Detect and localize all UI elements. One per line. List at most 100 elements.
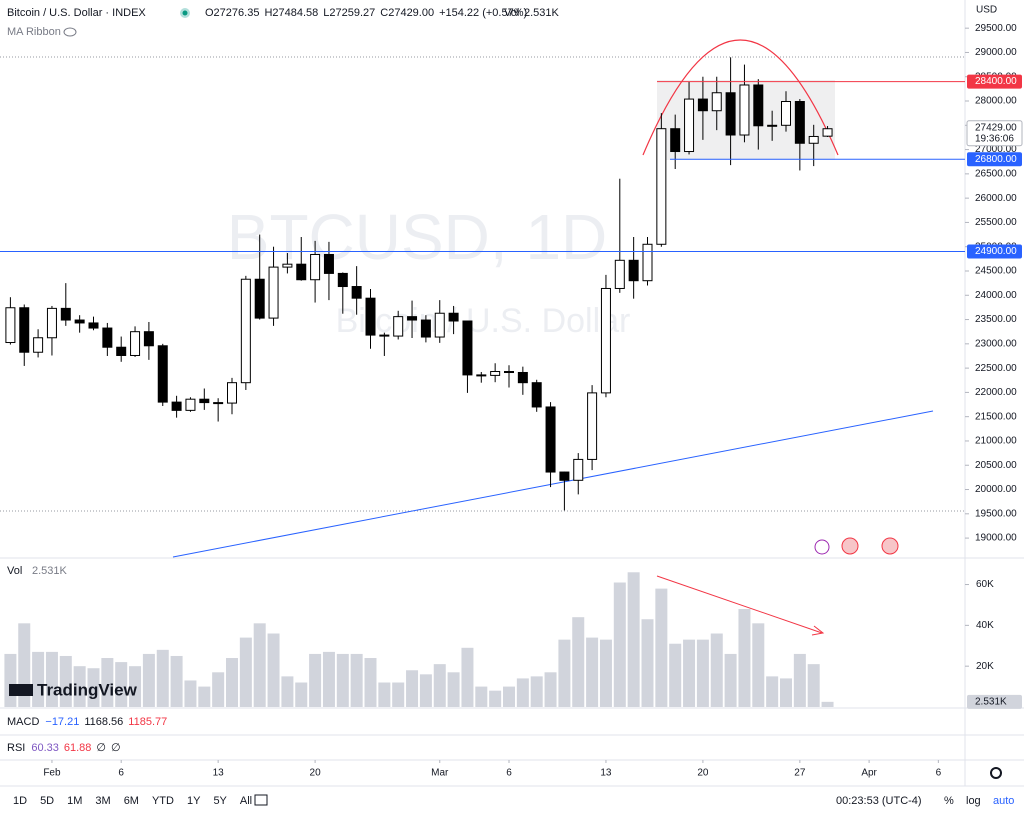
- candle-body: [102, 327, 113, 348]
- volume-bar: [419, 674, 432, 707]
- y-tick-label: 24500.00: [975, 266, 1017, 277]
- volume-bar: [156, 649, 169, 707]
- candle-body: [448, 312, 459, 322]
- toolbar: 1D 5D 1M 3M 6M YTD 1Y 5Y All 00:23:53 (UTC-4)% log…: [13, 795, 1014, 807]
- currency[interactable]: USD: [976, 5, 997, 16]
- y-tick-label: 25500.00: [975, 217, 1017, 228]
- indicator-value: 61.88: [64, 742, 92, 754]
- candle-body: [227, 382, 237, 404]
- volume-bar: [461, 647, 474, 707]
- watermark-symbol: BTCUSD, 1D: [227, 201, 608, 273]
- candle-body: [587, 392, 598, 460]
- candle-body: [670, 128, 681, 153]
- candle-body: [725, 92, 736, 136]
- date-range-icon[interactable]: [254, 794, 268, 806]
- volume: [4, 572, 834, 707]
- candle-body: [767, 124, 778, 127]
- last-price-bg: [966, 120, 1023, 147]
- indicator-value: 1168.56: [84, 716, 123, 728]
- volume-bar: [821, 701, 834, 707]
- last-price-label: 27429.00: [975, 122, 1017, 133]
- volume-bar: [309, 653, 322, 707]
- level-label-bg: [967, 244, 1022, 259]
- volume-bar: [475, 686, 488, 707]
- range-button[interactable]: 3M: [95, 795, 110, 807]
- brand: TradingView: [37, 680, 138, 699]
- y-tick-label: 24000.00: [975, 290, 1017, 301]
- y-tick-label: 20K: [976, 661, 994, 672]
- volume-bar: [226, 658, 238, 707]
- volume-bar: [142, 653, 155, 707]
- ohlc-value: H27484.58: [264, 7, 318, 19]
- scale-option[interactable]: auto: [993, 795, 1014, 807]
- range-button[interactable]: 1Y: [187, 795, 201, 807]
- candles: [5, 57, 833, 511]
- range-button[interactable]: All: [240, 795, 252, 807]
- candle-body: [365, 297, 376, 336]
- candle-body: [517, 371, 528, 384]
- candle-body: [684, 98, 695, 153]
- vol-label: Vol: [504, 7, 519, 19]
- candle-body: [697, 98, 708, 112]
- indicator-label[interactable]: MA Ribbon: [7, 26, 61, 38]
- candle-body: [60, 307, 71, 321]
- volume-bar: [447, 672, 460, 707]
- candle-body: [157, 345, 168, 403]
- candle-body: [573, 458, 584, 481]
- volume-bar: [696, 639, 709, 707]
- range-button[interactable]: 6M: [124, 795, 139, 807]
- visibility-icon[interactable]: [63, 27, 77, 37]
- x-tick-label: 13: [600, 768, 612, 779]
- range-button[interactable]: 5D: [40, 795, 54, 807]
- range-button[interactable]: YTD: [152, 795, 174, 807]
- range-button[interactable]: 1D: [13, 795, 27, 807]
- event-icon[interactable]: [841, 537, 859, 555]
- candle-body: [379, 334, 390, 337]
- indicator-value: ∅: [96, 742, 106, 754]
- volume-bar: [489, 690, 502, 707]
- candle-body: [462, 320, 473, 376]
- candle-body: [504, 371, 514, 374]
- x-tick-label: 20: [310, 768, 322, 779]
- volume-arrow: [656, 575, 823, 634]
- level-label-bg: [967, 152, 1022, 167]
- range-button[interactable]: 1M: [67, 795, 82, 807]
- level-label: 26800.00: [975, 154, 1017, 165]
- indicator-name: RSI: [7, 742, 25, 754]
- y-tick-label: 27000.00: [975, 144, 1017, 155]
- watermark-name: Bitcoin / U.S. Dollar: [336, 302, 631, 340]
- x-tick-label: 13: [213, 768, 225, 779]
- volume-last-bg: [967, 694, 1022, 709]
- volume-bar: [281, 676, 294, 707]
- indicator-value: ∅: [111, 742, 121, 754]
- volume-bar: [710, 633, 723, 707]
- candle-body: [808, 135, 819, 144]
- range-button[interactable]: 5Y: [213, 795, 227, 807]
- volume-bar: [627, 572, 640, 707]
- volume-title: Vol: [7, 565, 22, 577]
- event-icon[interactable]: [881, 537, 899, 555]
- indicator-value: 1185.77: [128, 716, 167, 728]
- y-tick-label: 21500.00: [975, 411, 1017, 422]
- volume-bar: [793, 653, 806, 707]
- volume-bar: [807, 664, 820, 707]
- arrow-head: [811, 625, 825, 636]
- settings-icon[interactable]: [990, 767, 1002, 779]
- candle-body: [531, 382, 542, 408]
- volume-bar: [101, 658, 114, 707]
- ohlc-value: +154.22 (+0.57%): [439, 7, 527, 19]
- volume-bar: [364, 658, 377, 707]
- scale-option[interactable]: log: [966, 795, 981, 807]
- y-tick-label: 19500.00: [975, 508, 1017, 519]
- candle-body: [420, 319, 431, 338]
- candle-body: [310, 253, 321, 281]
- scale-option[interactable]: %: [944, 795, 954, 807]
- ohlc-value: L27259.27: [323, 7, 375, 19]
- trend-line: [172, 410, 934, 558]
- event-icon[interactable]: [814, 539, 830, 555]
- candle-body: [323, 253, 334, 274]
- candle-body: [781, 100, 791, 126]
- x-tick-label: Mar: [431, 768, 449, 779]
- volume-bar: [4, 653, 17, 707]
